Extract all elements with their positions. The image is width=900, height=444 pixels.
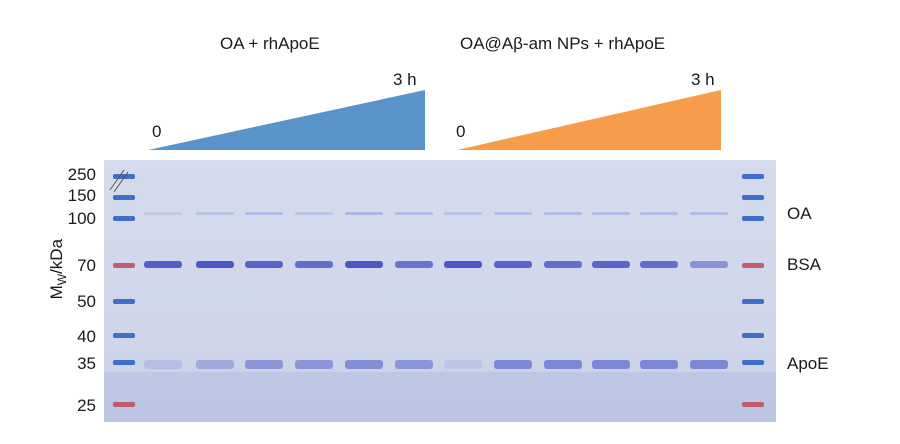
tick-25: 25 (77, 396, 96, 415)
lane-band-oa (196, 212, 234, 215)
band-label-bsa: BSA (787, 255, 822, 274)
marker-band-right (742, 360, 764, 365)
band-label-oa: OA (787, 204, 812, 223)
tick-250: 250 (67, 165, 96, 184)
marker-band-right (742, 216, 764, 221)
gel-lower-smear (104, 372, 776, 422)
marker-band-right (742, 333, 764, 338)
time-end-oa: 3 h (393, 70, 417, 89)
lane-band-bsa (640, 261, 678, 268)
lane-band-bsa (345, 261, 383, 268)
lane-band-bsa (544, 261, 582, 268)
lane-band-oa (245, 212, 283, 215)
tick-40: 40 (77, 327, 96, 346)
gel-scratch-mark (109, 169, 129, 193)
lane-band-apoe (544, 360, 582, 369)
lane-band-oa (640, 212, 678, 215)
tick-70: 70 (77, 256, 96, 275)
marker-band-right (742, 402, 764, 407)
lane-band-bsa (245, 261, 283, 268)
marker-band-left (113, 299, 135, 304)
time-start-oa: 0 (152, 122, 162, 141)
lane-band-oa (144, 212, 182, 215)
lane-band-apoe (444, 360, 482, 369)
y-axis-label: MW/kDa (46, 238, 70, 300)
lane-band-oa (295, 212, 333, 215)
marker-band-left (113, 333, 135, 338)
lane-band-apoe (345, 360, 383, 369)
marker-band-left (113, 263, 135, 268)
tick-100: 100 (67, 209, 96, 228)
lane-band-apoe (144, 360, 182, 369)
lane-band-apoe (196, 360, 234, 369)
marker-band-left (113, 195, 135, 200)
group-title-nps: OA@Aβ-am NPs + rhApoE (460, 34, 666, 53)
lane-band-oa (494, 212, 532, 215)
marker-band-right (742, 299, 764, 304)
lane-band-oa (345, 212, 383, 215)
lane-band-apoe (690, 360, 728, 369)
lane-band-bsa (196, 261, 234, 268)
gradient-triangle-nps (457, 90, 721, 150)
lane-band-bsa (295, 261, 333, 268)
lane-band-bsa (395, 261, 433, 268)
lane-band-apoe (245, 360, 283, 369)
lane-band-oa (544, 212, 582, 215)
time-start-nps: 0 (456, 122, 466, 141)
tick-150: 150 (67, 186, 96, 205)
marker-band-right (742, 195, 764, 200)
lane-band-apoe (592, 360, 630, 369)
tick-50: 50 (77, 292, 96, 311)
lane-band-apoe (494, 360, 532, 369)
marker-band-left (113, 216, 135, 221)
marker-band-right (742, 174, 764, 179)
band-label-apoe: ApoE (787, 354, 829, 373)
lane-band-bsa (592, 261, 630, 268)
tick-35: 35 (77, 354, 96, 373)
lane-band-apoe (395, 360, 433, 369)
lane-band-apoe (295, 360, 333, 369)
lane-band-oa (444, 212, 482, 215)
lane-band-bsa (444, 261, 482, 268)
time-end-nps: 3 h (691, 70, 715, 89)
lane-band-bsa (494, 261, 532, 268)
lane-band-oa (690, 212, 728, 215)
lane-band-bsa (690, 261, 728, 268)
marker-band-left (113, 402, 135, 407)
lane-band-oa (395, 212, 433, 215)
marker-band-left (113, 360, 135, 365)
lane-band-oa (592, 212, 630, 215)
group-title-oa: OA + rhApoE (220, 34, 320, 53)
lane-band-apoe (640, 360, 678, 369)
marker-band-right (742, 263, 764, 268)
lane-band-bsa (144, 261, 182, 268)
gradient-triangle-oa (148, 90, 425, 150)
